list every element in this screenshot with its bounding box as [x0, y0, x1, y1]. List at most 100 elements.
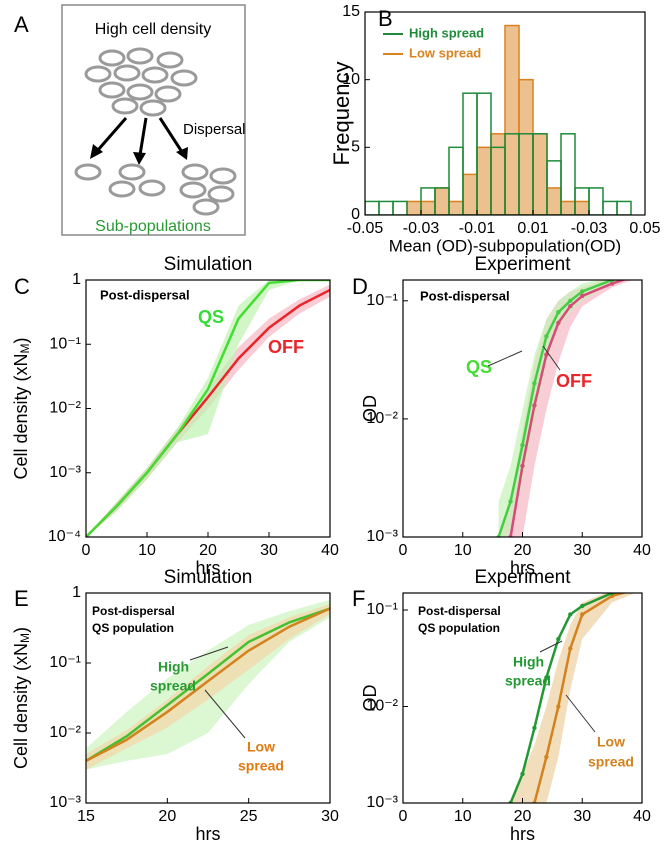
x-tick-label: 30: [573, 808, 591, 825]
y-tick-label: 10⁻³: [49, 464, 81, 481]
bar: [532, 133, 548, 215]
x-tick-label: 30: [321, 808, 339, 825]
x-tick-label: 20: [514, 808, 532, 825]
cells: [74, 47, 237, 216]
x-tick-label: 0: [399, 542, 408, 559]
band: [498, 280, 628, 537]
leader-line: [204, 689, 246, 739]
y-tick-label: 10⁻²: [49, 400, 81, 417]
marker: [580, 603, 585, 609]
y-tick-label: 15: [342, 3, 360, 20]
x-tick-label: 40: [633, 808, 651, 825]
y-axis-label-part: M: [18, 633, 32, 643]
y-tick-label: 5: [351, 139, 360, 156]
marker: [532, 403, 537, 408]
diagram: A High cell density Dispersal Sub-popula…: [14, 4, 246, 236]
y-tick-label: 10⁻¹: [366, 292, 398, 309]
y-axis-label: Cell density (xNM): [11, 627, 32, 769]
annotation: spread: [238, 758, 284, 774]
annotation: OFF: [556, 371, 592, 391]
bar: [546, 187, 562, 215]
y-tick-label: 10⁻²: [49, 724, 81, 741]
annotation: QS population: [418, 621, 500, 635]
annotation: QS: [466, 357, 492, 377]
bar: [462, 173, 478, 215]
marker: [520, 771, 525, 777]
panel-label: C: [14, 274, 30, 299]
marker: [640, 586, 644, 590]
annotation: High: [158, 659, 189, 675]
bar: [560, 133, 576, 215]
marker: [520, 442, 525, 448]
y-tick-label: 10: [342, 71, 360, 88]
marker: [508, 499, 513, 504]
y-tick-label: 0: [351, 206, 360, 223]
chart-title: Simulation: [164, 567, 253, 588]
diagram-text: Sub-populations: [95, 218, 211, 235]
chart-title: Experiment: [474, 254, 571, 275]
bar: [560, 200, 576, 215]
chart-title: Simulation: [164, 254, 253, 275]
bar: [504, 24, 520, 215]
marker: [532, 725, 537, 731]
x-tick-label: 30: [573, 542, 591, 559]
x-tick-label: 0: [82, 542, 91, 559]
x-tick-label: 15: [77, 808, 95, 825]
marker: [580, 612, 585, 617]
marker: [568, 298, 573, 303]
x-tick-label: -0.03: [403, 220, 440, 237]
plot-area: [86, 280, 330, 537]
y-axis-label: Cell density (xNM): [11, 337, 32, 479]
bar: [434, 187, 450, 215]
leader-line: [565, 694, 596, 733]
y-axis-label-part: Cell density (xN: [11, 353, 31, 479]
marker: [568, 646, 573, 651]
bar: [365, 200, 380, 215]
line: [86, 607, 330, 762]
x-tick-label: 0.01: [517, 220, 548, 237]
leader-line: [542, 345, 561, 371]
x-tick-label: 20: [514, 542, 532, 559]
bar: [602, 200, 618, 215]
chart: High spread Low spread -0.05 -0.03 -0.01 0.01…: [329, 3, 661, 255]
marker: [544, 675, 549, 680]
chart: 15 20 25 30 10⁻³ 10⁻² 10⁻¹ 1 E Simulation hrs Cell …: [11, 567, 339, 844]
leader-line: [539, 640, 563, 653]
marker: [544, 352, 549, 357]
marker: [568, 612, 573, 617]
marker: [556, 310, 561, 315]
y-tick-label: 10⁻⁴: [48, 528, 81, 545]
x-tick-label: 20: [158, 808, 176, 825]
arrow-heads: [90, 144, 188, 165]
annotation: spread: [588, 754, 634, 770]
x-axis-label: Mean (OD)-subpopulation(OD): [389, 236, 621, 255]
y-tick-label: 10⁻³: [49, 794, 81, 811]
x-axis-label: hrs: [510, 824, 535, 844]
marker: [568, 304, 573, 309]
bar: [392, 200, 408, 215]
marker: [580, 289, 585, 294]
x-tick-label: 40: [321, 542, 339, 559]
y-tick-label: 10⁻¹: [49, 335, 81, 352]
marker: [544, 334, 549, 339]
annotation: Post-dispersal: [418, 604, 501, 618]
annotation: Low: [597, 734, 625, 750]
x-tick-label: 0.05: [629, 220, 660, 237]
bar: [378, 200, 394, 215]
plot-area: [492, 586, 644, 803]
annotation: QS population: [92, 621, 174, 635]
annotation: spread: [505, 673, 551, 689]
y-axis-label-part: M: [18, 343, 32, 353]
axes-frame: [364, 11, 646, 216]
marker: [532, 381, 537, 386]
y-tick-label: 10⁻²: [366, 410, 398, 427]
y-axis-label-part: Cell density (xN: [11, 643, 31, 769]
legend-label: High spread: [409, 25, 484, 40]
bar: [476, 146, 492, 215]
y-axis-label-part: OD: [360, 684, 380, 711]
bar: [518, 78, 534, 215]
annotation: QS: [198, 307, 224, 327]
panel-label: B: [378, 6, 393, 31]
x-tick-label: -0.03: [571, 220, 608, 237]
